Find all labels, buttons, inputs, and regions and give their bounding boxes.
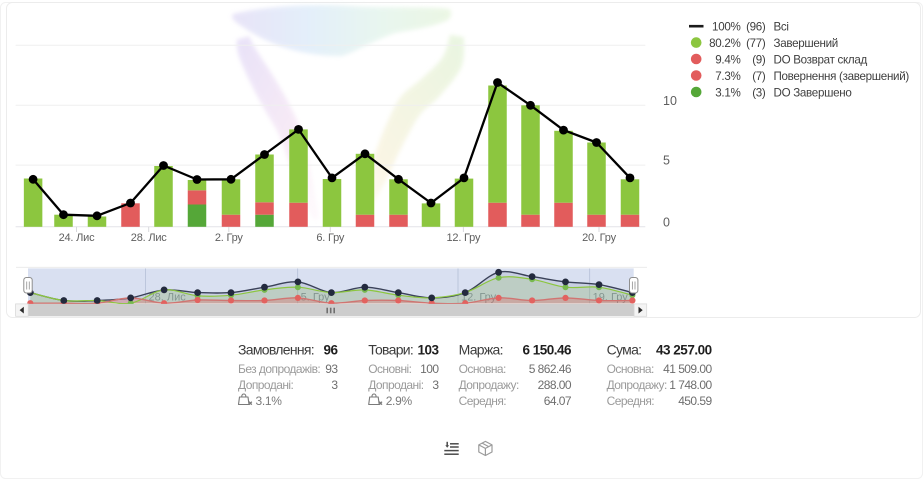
svg-text:0: 0: [663, 215, 670, 229]
svg-text:DO Возврат склад: DO Возврат склад: [774, 53, 868, 66]
svg-text:Допродажу:: Допродажу:: [459, 378, 519, 392]
svg-text:12. Гру: 12. Гру: [447, 232, 481, 244]
svg-text:24. Лис: 24. Лис: [59, 232, 96, 244]
svg-text:100%: 100%: [712, 21, 740, 34]
svg-text:5 862.46: 5 862.46: [529, 362, 572, 376]
svg-text:80.2%: 80.2%: [709, 37, 740, 50]
svg-text:96: 96: [323, 343, 338, 358]
svg-text:Основна:: Основна:: [607, 362, 654, 376]
svg-text:Завершений: Завершений: [774, 37, 838, 50]
svg-text:450.59: 450.59: [678, 394, 712, 408]
svg-text:43 257.00: 43 257.00: [656, 343, 712, 358]
svg-text:3: 3: [432, 378, 439, 392]
svg-text:Замовлення:: Замовлення:: [238, 342, 314, 358]
svg-text:93: 93: [325, 362, 338, 376]
svg-text:(3): (3): [752, 86, 766, 99]
svg-text:Допродажу:: Допродажу:: [607, 378, 667, 392]
svg-text:Середня:: Середня:: [459, 394, 507, 408]
svg-text:(96): (96): [746, 21, 766, 34]
svg-text:7.3%: 7.3%: [715, 70, 740, 83]
svg-text:5. Гру: 5. Гру: [301, 292, 331, 304]
svg-text:12. Гру: 12. Гру: [461, 292, 497, 304]
svg-text:(9): (9): [752, 53, 766, 66]
svg-text:DO Завершено: DO Завершено: [774, 86, 852, 99]
svg-text:288.00: 288.00: [538, 378, 572, 392]
svg-text:Товари:: Товари:: [368, 342, 413, 358]
svg-text:6 150.46: 6 150.46: [522, 343, 572, 358]
svg-text:Без допродажів:: Без допродажів:: [238, 362, 320, 376]
svg-text:Допродані:: Допродані:: [238, 378, 294, 392]
svg-text:Всі: Всі: [774, 21, 789, 34]
svg-text:103: 103: [417, 343, 439, 358]
svg-text:Повернення (завершений): Повернення (завершений): [774, 70, 910, 83]
svg-text:Допродані:: Допродані:: [368, 378, 424, 392]
svg-text:Маржа:: Маржа:: [459, 342, 503, 358]
svg-text:28. Лис: 28. Лис: [131, 232, 168, 244]
svg-text:41 509.00: 41 509.00: [663, 362, 712, 376]
svg-text:Середня:: Середня:: [607, 394, 655, 408]
svg-text:2. Гру: 2. Гру: [215, 232, 244, 244]
svg-text:3.1%: 3.1%: [715, 86, 740, 99]
svg-text:100: 100: [420, 362, 439, 376]
svg-text:3: 3: [331, 378, 338, 392]
svg-text:Основні:: Основні:: [368, 362, 411, 376]
svg-text:(7): (7): [752, 70, 766, 83]
svg-text:(77): (77): [746, 37, 766, 50]
svg-text:1 748.00: 1 748.00: [669, 378, 712, 392]
svg-text:64.07: 64.07: [544, 394, 572, 408]
svg-text:10: 10: [663, 94, 677, 108]
svg-text:Основна:: Основна:: [459, 362, 506, 376]
svg-text:2.9%: 2.9%: [386, 394, 413, 408]
svg-text:3.1%: 3.1%: [256, 394, 283, 408]
svg-text:9.4%: 9.4%: [715, 53, 740, 66]
svg-text:20. Гру: 20. Гру: [582, 232, 616, 244]
svg-text:5: 5: [663, 154, 670, 168]
svg-text:28. Лис: 28. Лис: [149, 292, 187, 304]
svg-text:Сума:: Сума:: [607, 342, 642, 358]
svg-text:6. Гру: 6. Гру: [316, 232, 345, 244]
